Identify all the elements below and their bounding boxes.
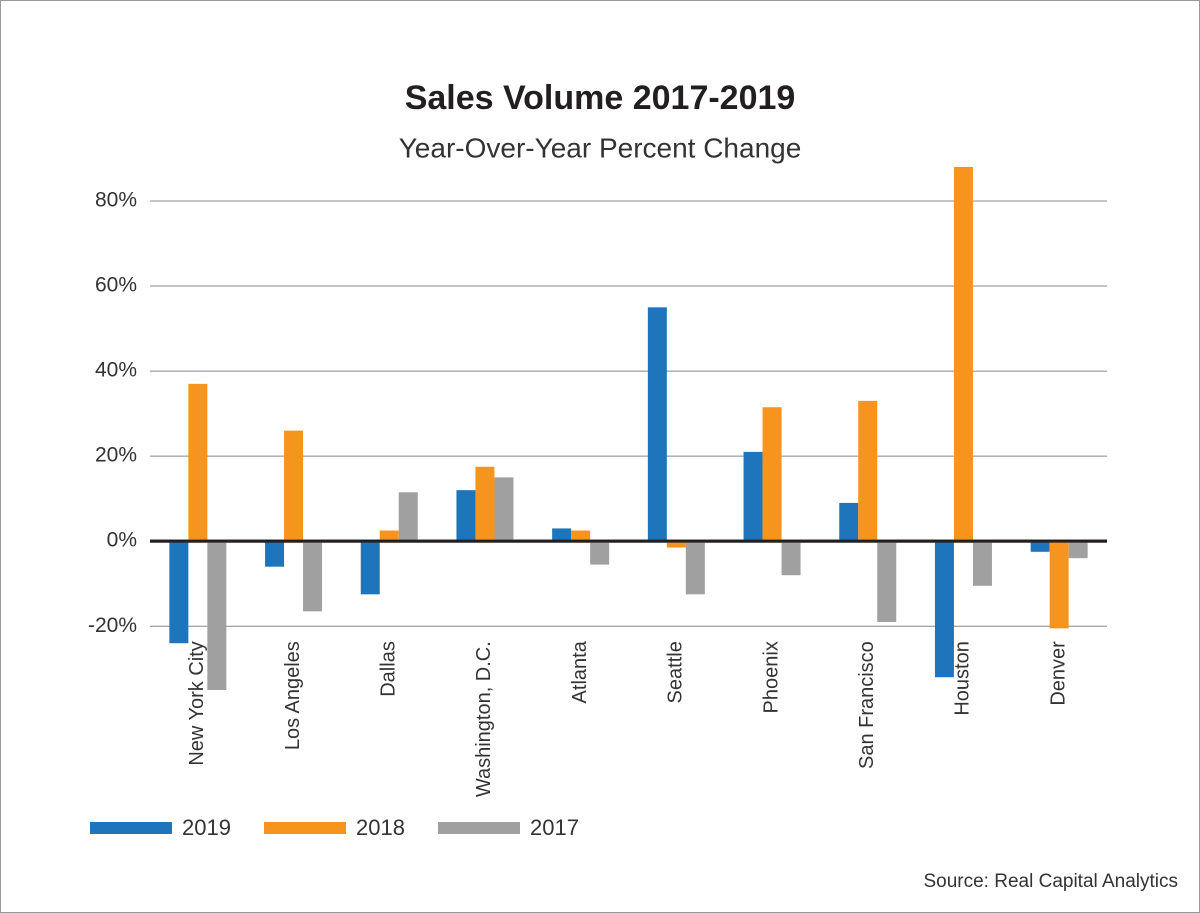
bar [265,541,285,567]
bar [207,541,227,690]
y-tick-label: 0% [107,529,137,552]
source-note: Source: Real Capital Analytics [923,871,1178,892]
bar [743,451,763,542]
bar [839,502,859,542]
bar [1030,541,1050,552]
bar [953,167,973,542]
x-tick-label: Phoenix [760,641,782,713]
x-tick-label: Washington, D.C. [473,641,495,797]
x-tick-label: Seattle [665,641,687,703]
bar [379,530,399,542]
legend-label: 2018 [356,815,405,840]
bar [188,383,208,542]
y-tick-label: 20% [95,444,137,467]
bar [666,541,686,548]
x-tick-label: Houston [952,641,974,716]
x-tick-label: New York City [186,641,208,766]
chart-subtitle: Year-Over-Year Percent Change [399,132,802,163]
y-tick-label: 60% [95,274,137,297]
x-tick-label: Denver [1047,641,1069,706]
y-tick-label: 80% [95,189,137,212]
legend-swatch [90,822,172,834]
x-tick-label: San Francisco [856,641,878,769]
bar [781,541,801,576]
legend-swatch [264,822,346,834]
bar [858,400,878,542]
bar [398,492,418,542]
bar [456,490,476,542]
bar [360,541,380,595]
bar [877,541,897,622]
chart-title: Sales Volume 2017-2019 [405,79,796,117]
bar [571,530,591,542]
y-tick-label: -20% [88,614,137,637]
bar [494,477,514,542]
bar [284,430,304,542]
bar [552,528,572,542]
y-tick-label: 40% [95,359,137,382]
bar [685,541,705,595]
legend-label: 2017 [530,815,579,840]
bar [972,541,992,586]
bar [169,541,189,644]
legend-label: 2019 [182,815,231,840]
x-tick-label: Atlanta [569,640,591,703]
bar [1049,541,1069,629]
bar [934,541,954,678]
bar [1068,541,1088,559]
bar [475,466,495,542]
bar [590,541,610,565]
x-tick-label: Los Angeles [282,641,304,750]
x-tick-label: Dallas [378,641,400,697]
legend-swatch [438,822,520,834]
bar [647,307,667,542]
bar [303,541,323,612]
bar [762,407,782,542]
